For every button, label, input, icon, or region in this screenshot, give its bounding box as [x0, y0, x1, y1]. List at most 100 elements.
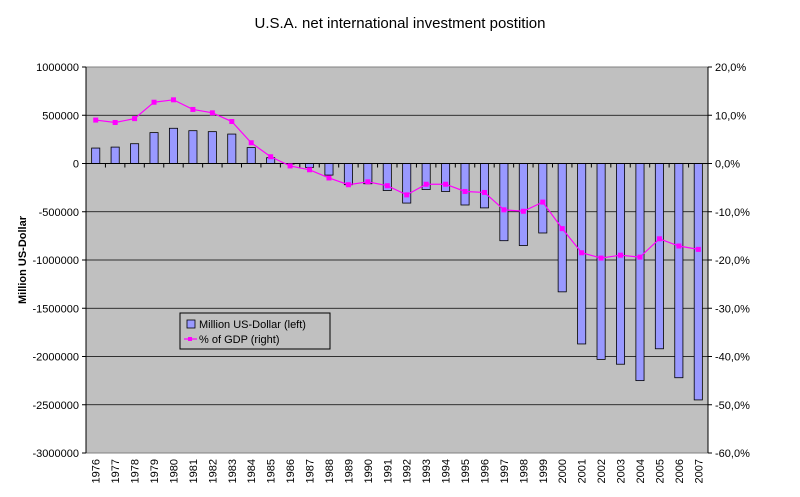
percent-marker [268, 154, 274, 160]
y-tick-label: -1500000 [33, 303, 80, 315]
y-tick-label: -2500000 [33, 400, 80, 412]
percent-marker [520, 208, 526, 214]
percent-marker [404, 192, 410, 198]
bar [343, 163, 353, 186]
x-tick-label: 1993 [421, 459, 433, 483]
y-tick-label: 500000 [42, 110, 79, 122]
percent-marker [384, 183, 390, 189]
percent-marker [501, 207, 507, 213]
bar [479, 163, 489, 209]
x-tick-label: 1976 [91, 459, 103, 483]
y-axis-label: Million US-Dollar [17, 215, 29, 304]
legend-box [179, 312, 331, 350]
y-tick-label: -3000000 [33, 448, 80, 460]
x-tick-label: 1998 [518, 459, 530, 483]
bar [616, 163, 626, 365]
x-tick-label: 1999 [538, 459, 550, 483]
percent-marker [443, 181, 449, 187]
percent-marker [598, 255, 604, 261]
x-tick-label: 2000 [557, 459, 569, 483]
x-tick-label: 1985 [266, 459, 278, 483]
chart-title: U.S.A. net international investment post… [255, 15, 546, 32]
percent-marker [93, 117, 99, 123]
x-tick-label: 2006 [674, 459, 686, 483]
y-tick-label: -500000 [39, 207, 79, 219]
percent-line [95, 99, 699, 259]
x-tick-label: 2003 [616, 459, 628, 483]
bar [596, 163, 606, 360]
x-tick-label: 1982 [207, 459, 219, 483]
x-tick-label: 2004 [635, 459, 647, 483]
bar [227, 133, 237, 164]
x-tick-label: 1978 [130, 459, 142, 483]
percent-marker [132, 116, 138, 122]
x-tick-label: 1994 [441, 459, 453, 483]
bar [499, 163, 509, 242]
percent-marker [637, 254, 643, 260]
y2-tick-label: -20,0% [715, 255, 750, 267]
percent-marker [423, 181, 429, 187]
x-tick-label: 1990 [363, 459, 375, 483]
x-tick-label: 1983 [227, 459, 239, 483]
bar [110, 146, 120, 164]
x-tick-label: 1984 [246, 459, 258, 483]
x-tick-label: 1988 [324, 459, 336, 483]
x-tick-label: 1992 [402, 459, 414, 483]
x-tick-label: 1989 [343, 459, 355, 483]
x-tick-label: 1979 [149, 459, 161, 483]
x-tick-label: 2002 [596, 459, 608, 483]
bar [207, 131, 217, 164]
percent-marker [656, 236, 662, 242]
x-tick-label: 1981 [188, 459, 200, 483]
legend-swatch-marker [188, 337, 192, 341]
bar [538, 163, 548, 234]
percent-marker [540, 199, 546, 205]
percent-marker [365, 179, 371, 185]
percent-marker [190, 106, 196, 112]
legend: Million US-Dollar (left) % of GDP (right… [179, 312, 331, 350]
percent-marker [287, 163, 293, 169]
percent-marker [229, 119, 235, 125]
percent-marker [209, 110, 215, 116]
percent-marker [481, 189, 487, 195]
percent-marker [579, 250, 585, 256]
percent-marker [618, 252, 624, 258]
x-tick-label: 2005 [654, 459, 666, 483]
y-axis-left: 1000000 500000 0 -500000 -1000000 -1500000 -20… [33, 62, 87, 460]
percent-marker [307, 167, 313, 173]
percent-marker [326, 175, 332, 181]
y2-tick-label: 0,0% [715, 159, 740, 171]
bar [149, 132, 159, 164]
percent-marker [170, 97, 176, 103]
bar [188, 130, 198, 164]
bar [168, 127, 178, 164]
y-tick-label: 0 [73, 159, 79, 171]
y2-tick-label: -30,0% [715, 303, 750, 315]
bar [130, 143, 140, 164]
x-tick-label: 1996 [479, 459, 491, 483]
bar [91, 147, 101, 164]
percent-marker [676, 243, 682, 249]
y2-tick-label: -50,0% [715, 400, 750, 412]
legend-swatch-bar [186, 319, 196, 329]
percent-marker [112, 119, 118, 125]
x-tick-label: 1991 [382, 459, 394, 483]
y2-tick-label: 10,0% [715, 110, 746, 122]
bar [674, 163, 684, 379]
y-tick-label: -2000000 [33, 352, 80, 364]
bar [246, 147, 256, 164]
x-tick-label: 2007 [693, 459, 705, 483]
y2-tick-label: -60,0% [715, 448, 750, 460]
x-tick-label: 1995 [460, 459, 472, 483]
y2-tick-label: -10,0% [715, 207, 750, 219]
percent-marker [695, 246, 701, 252]
percent-marker [248, 140, 254, 146]
legend-label-bar: Million US-Dollar (left) [199, 319, 306, 331]
x-tick-label: 1980 [168, 459, 180, 483]
bar [654, 163, 664, 350]
y2-tick-label: -40,0% [715, 352, 750, 364]
y-tick-label: -1000000 [33, 255, 80, 267]
x-tick-label: 1986 [285, 459, 297, 483]
bar [441, 163, 451, 192]
